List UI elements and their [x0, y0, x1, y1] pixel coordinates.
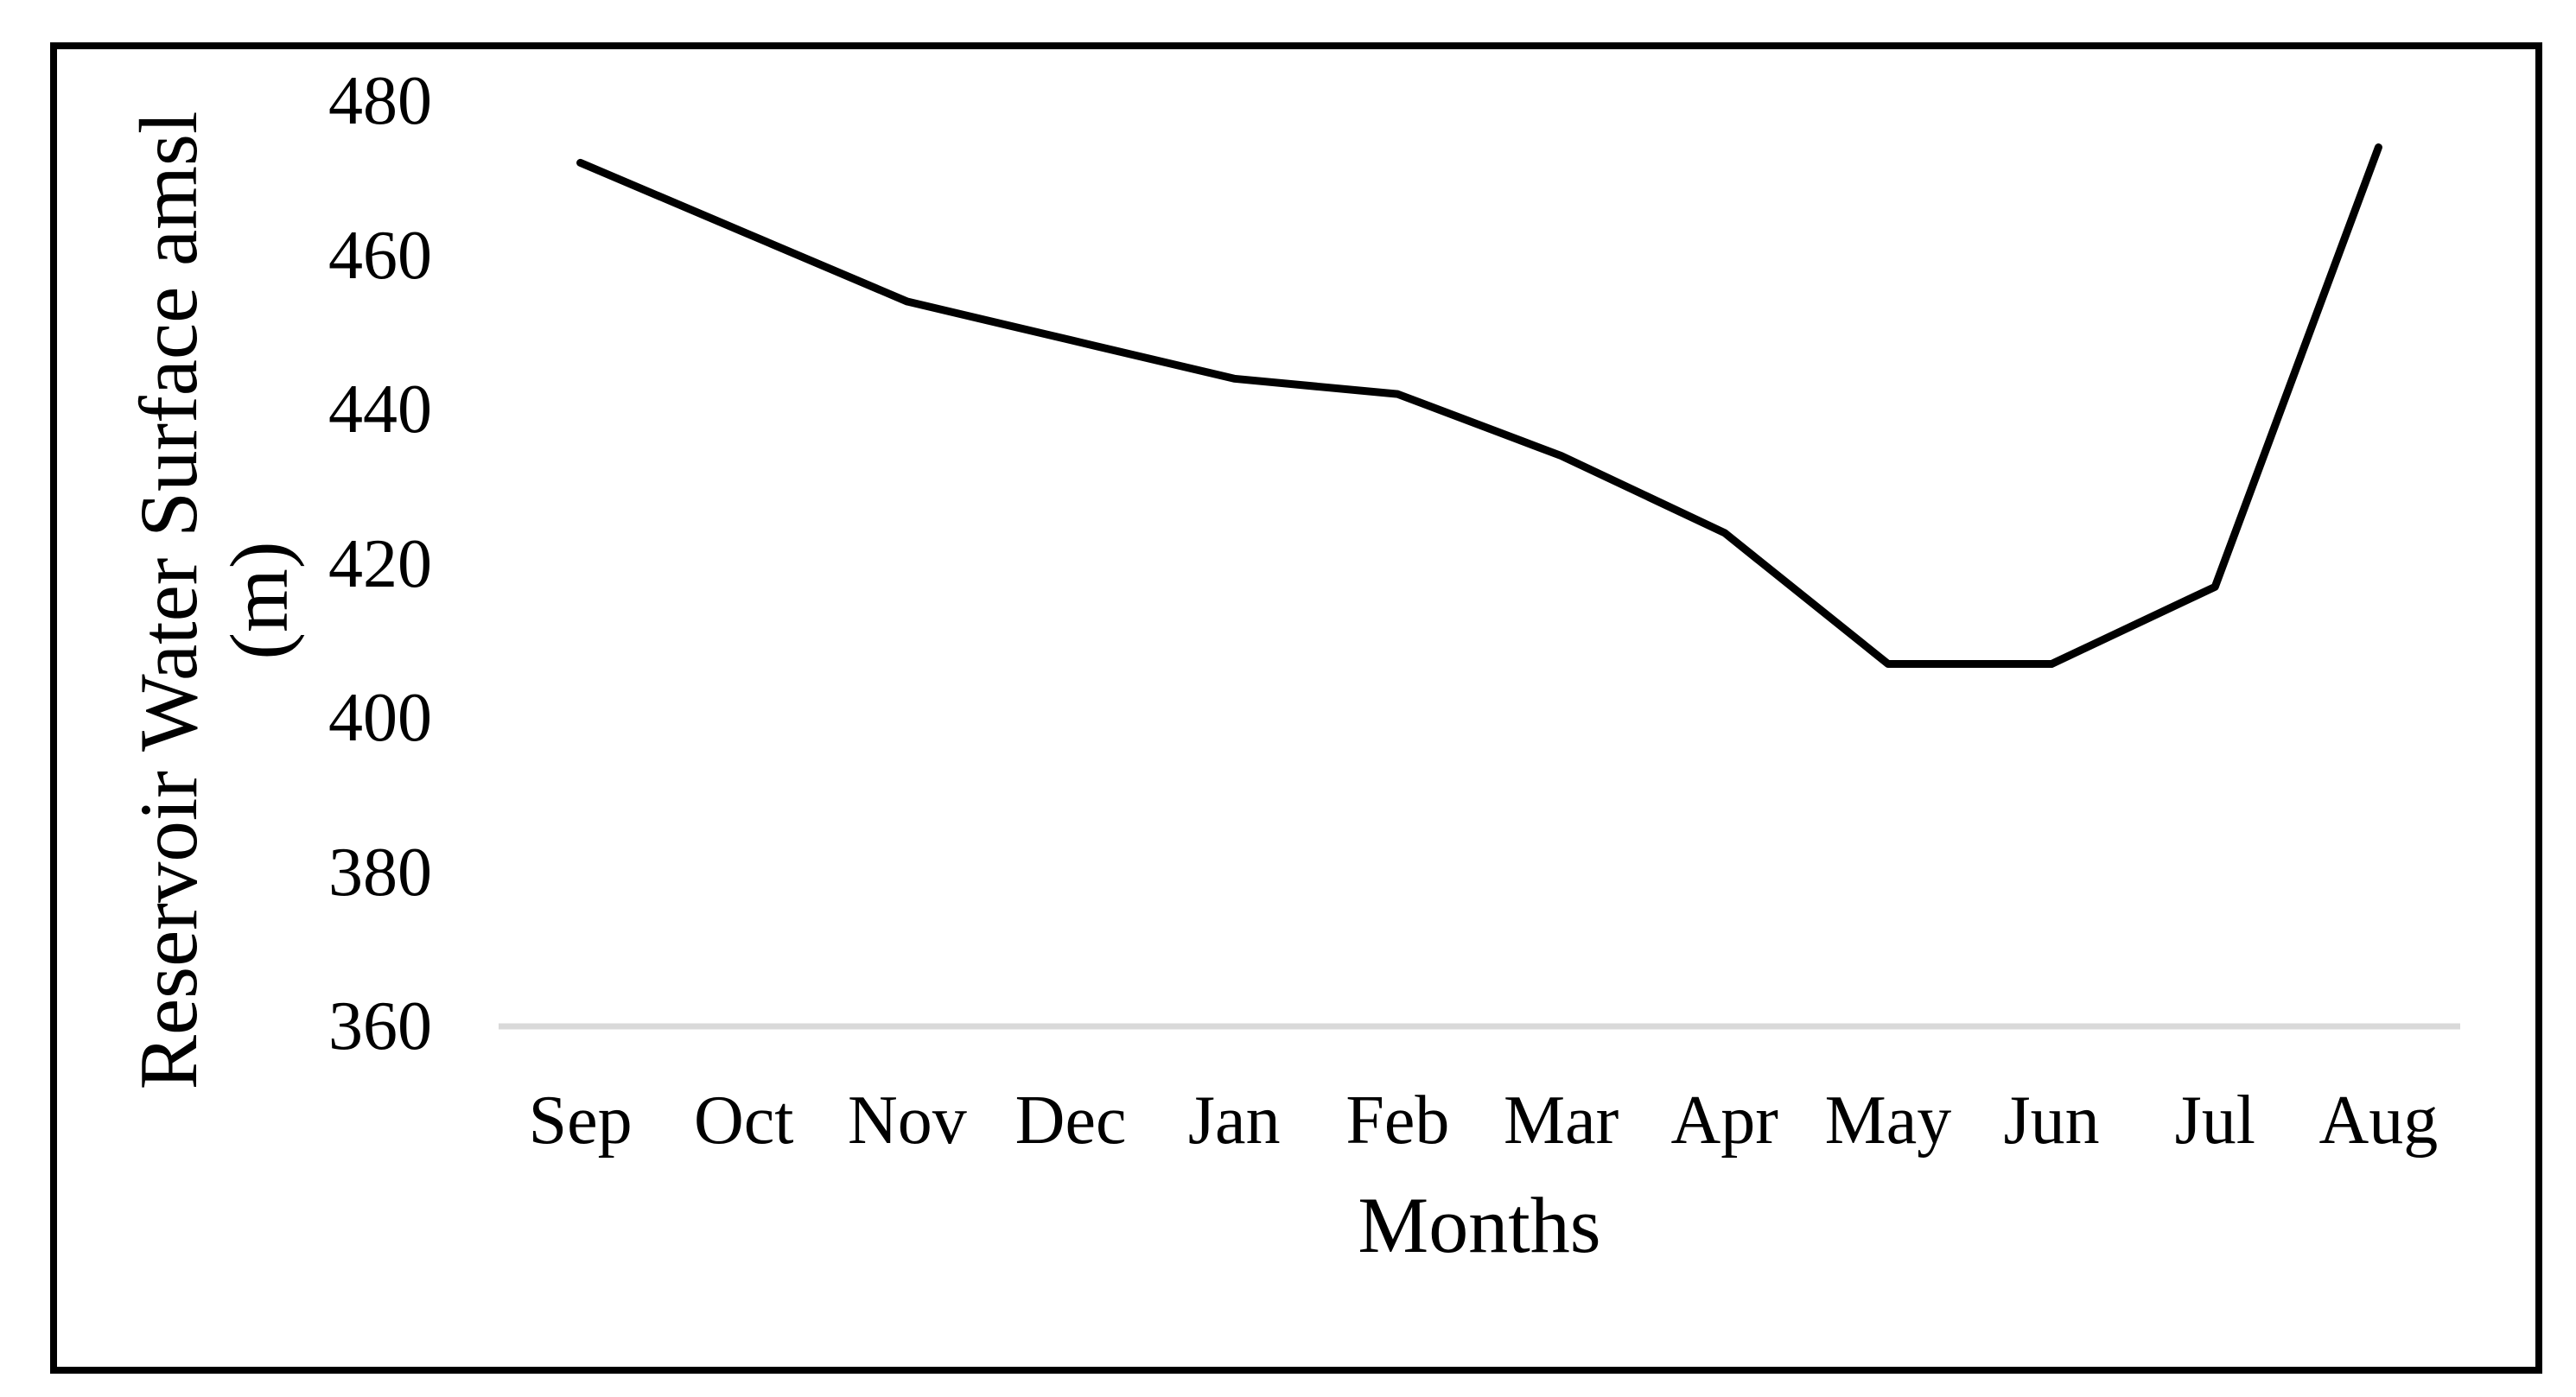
x-axis-title: Months: [1358, 1181, 1601, 1269]
x-category-label: Mar: [1503, 1083, 1619, 1159]
x-category-label: Nov: [848, 1083, 967, 1159]
y-tick-label: 420: [328, 525, 432, 602]
x-category-label: May: [1824, 1083, 1952, 1159]
x-category-label: Sep: [528, 1083, 633, 1159]
x-category-label: Feb: [1345, 1083, 1450, 1159]
y-tick-label: 400: [328, 680, 432, 756]
y-tick-label: 360: [328, 988, 432, 1064]
y-tick-label: 440: [328, 371, 432, 448]
x-category-label: Oct: [693, 1083, 794, 1159]
x-category-label: Jan: [1187, 1083, 1281, 1159]
x-category-label: Jul: [2174, 1083, 2255, 1159]
series-line: [576, 143, 2382, 669]
y-axis-title-line2: (m): [213, 541, 305, 660]
y-axis-title-line1: Reservoir Water Surface amsl: [123, 111, 214, 1090]
x-category-label: Jun: [2003, 1083, 2100, 1159]
y-tick-label: 380: [328, 834, 432, 911]
x-category-label: Apr: [1670, 1083, 1778, 1159]
x-category-label: Dec: [1014, 1083, 1127, 1159]
x-category-label: Aug: [2318, 1083, 2439, 1159]
y-axis-title: Reservoir Water Surface amsl (m): [123, 0, 305, 1248]
y-tick-label: 480: [328, 63, 432, 139]
figure-border: [50, 42, 2542, 1374]
y-tick-label: 460: [328, 217, 432, 294]
